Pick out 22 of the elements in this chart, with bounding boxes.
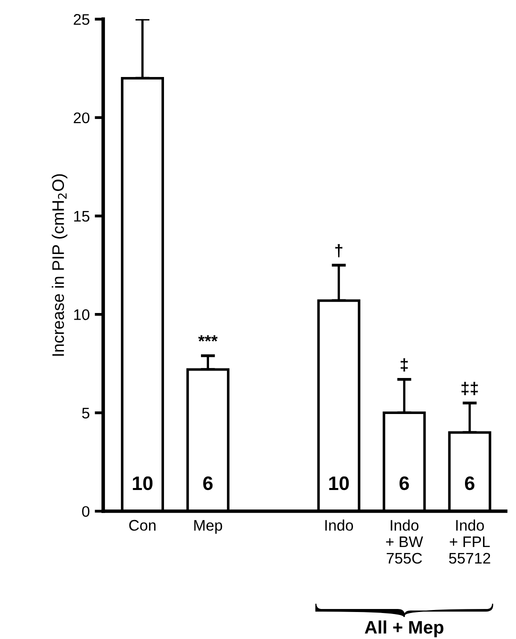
annotation: † xyxy=(335,244,342,258)
annotation: 10 xyxy=(329,476,349,490)
x-tick-label: Indo + FPL 55712 xyxy=(449,520,490,564)
annotation: ‡ xyxy=(400,358,408,372)
x-tick-label: Indo + BW 755C xyxy=(386,520,424,564)
y-tick-label: 5 xyxy=(82,408,90,418)
annotation: 6 xyxy=(464,476,474,490)
annotation: *** xyxy=(198,335,218,342)
y-tick-label: 15 xyxy=(74,211,90,222)
y-tick-label: 0 xyxy=(82,506,90,517)
y-axis-title: Increase in PIP (cmH$_{2}$O) xyxy=(52,174,68,356)
annotation: 6 xyxy=(400,476,409,490)
x-tick-label: Con xyxy=(129,520,156,531)
x-tick-label: Indo xyxy=(325,520,354,531)
annotation: ‡‡ xyxy=(462,382,478,396)
y-tick-label: 20 xyxy=(74,112,90,124)
text: All + Mep xyxy=(364,620,444,638)
annotation: 6 xyxy=(203,476,213,490)
annotation: 10 xyxy=(132,476,152,490)
y-tick-label: 25 xyxy=(74,14,90,25)
y-tick-label: 10 xyxy=(74,309,90,320)
x-tick-label: Mep xyxy=(194,520,222,534)
